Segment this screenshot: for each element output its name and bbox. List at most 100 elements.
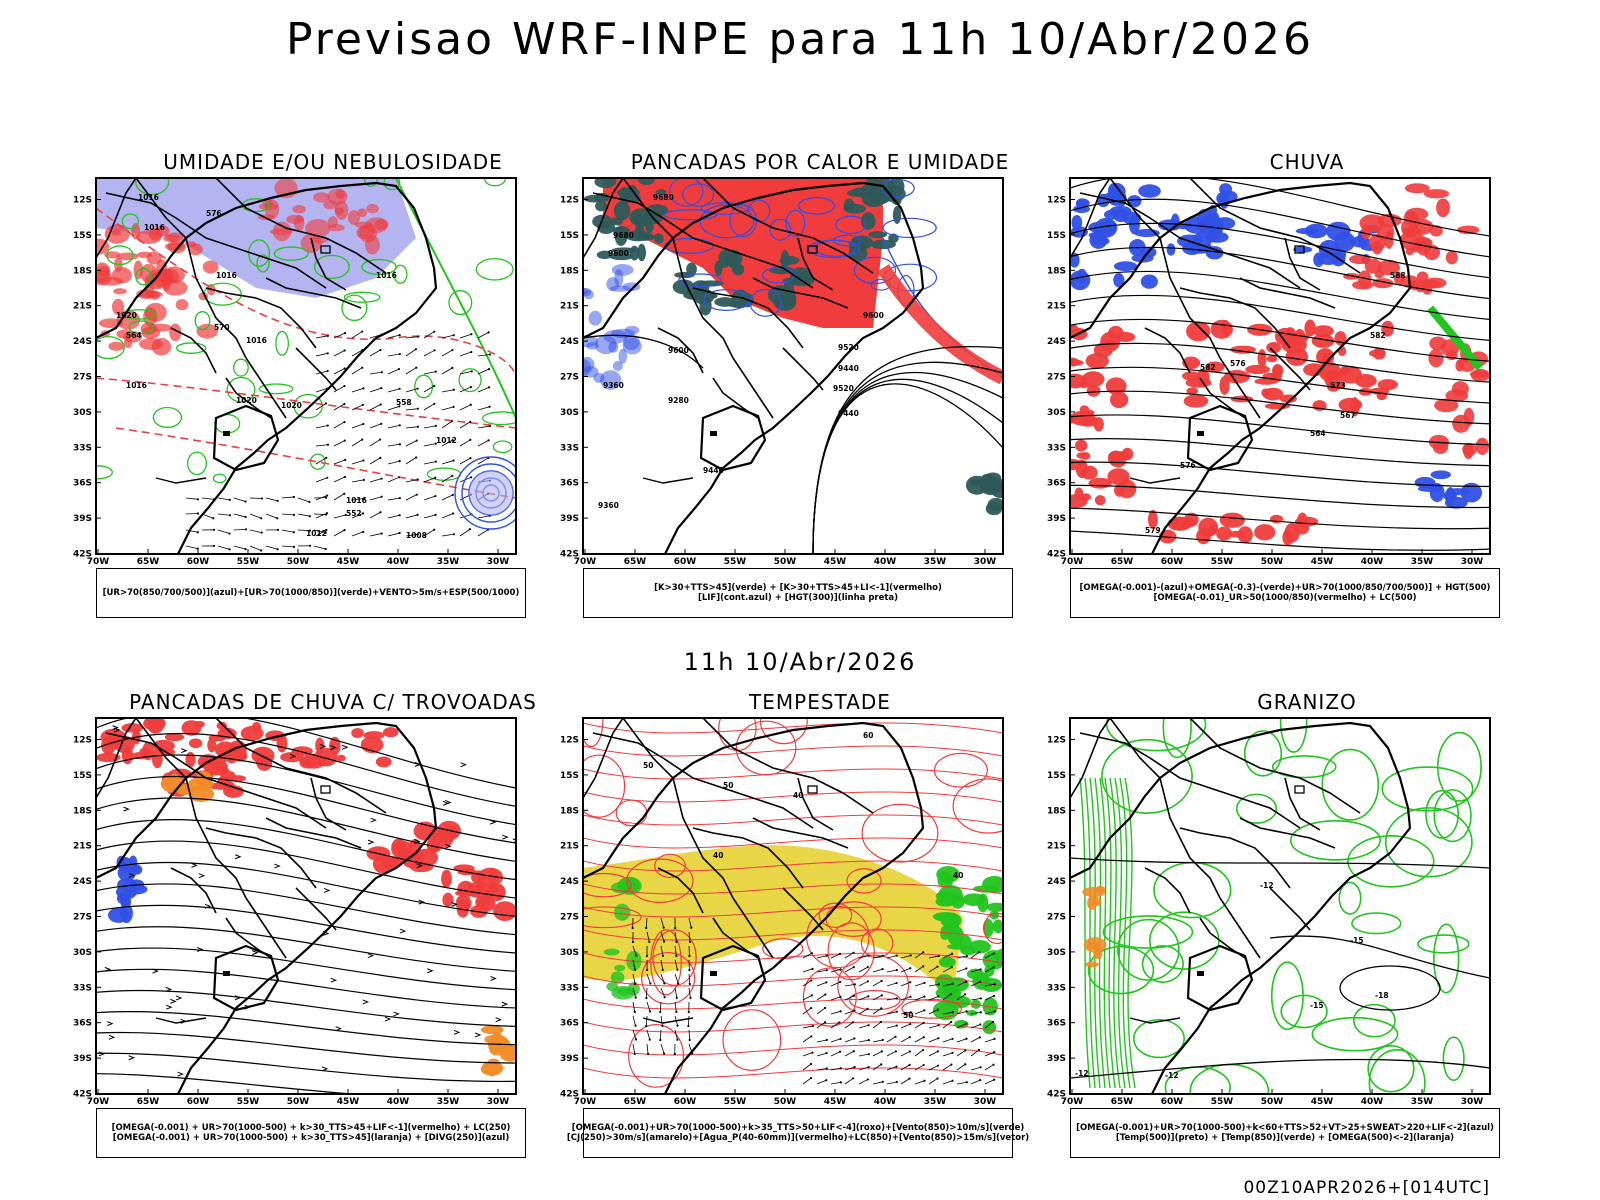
panel-title: PANCADAS POR CALOR E UMIDADE — [630, 150, 1010, 174]
contour-label: 9440 — [838, 364, 859, 373]
lat-tick-label: 39S — [560, 1054, 579, 1064]
lon-tick-label: 70W — [87, 557, 110, 567]
lon-tick-label: 70W — [1061, 557, 1084, 567]
lat-tick-label: 12S — [1047, 196, 1066, 206]
lon-tick-label: 35W — [1411, 557, 1434, 567]
hgt-contours — [583, 334, 1003, 554]
panel-legend: [OMEGA(-0.001)+UR>70(1000-500)+k<60+TTS>… — [1070, 1108, 1500, 1158]
wind-vectors — [631, 917, 694, 1056]
lat-tick-label: 36S — [560, 479, 579, 489]
contour-label: 1016 — [346, 496, 367, 505]
forecast-map: -12 -15 -15 -18 -12 -12 12S 15S 18S 21S 24S 27S 30S 3… — [1047, 717, 1491, 1107]
lat-tick-label: 30S — [73, 408, 92, 418]
lat-tick-label: 12S — [73, 736, 92, 746]
legend-line: [UR>70(850/700/500)](azul)+[UR>70(1000/8… — [102, 588, 520, 598]
lon-tick-label: 55W — [237, 557, 260, 567]
legend-line: [LIF](cont.azul) + [HGT(300)](linha pret… — [697, 593, 899, 603]
rain-red — [1070, 324, 1137, 509]
wind-vectors — [185, 495, 328, 552]
lon-tick-label: 60W — [674, 1097, 697, 1107]
lat-tick-label: 30S — [1047, 948, 1066, 958]
lon-tick-label: 60W — [1161, 557, 1184, 567]
lon-tick-label: 40W — [387, 557, 410, 567]
contour-labels: 9680 9680 9600 9600 9520 9440 9520 9440 9360 9280… — [598, 193, 884, 510]
contour-label: -18 — [1375, 991, 1389, 1000]
lat-tick-label: 30S — [560, 408, 579, 418]
lat-tick-label: 39S — [73, 1054, 92, 1064]
map-panel-5: TEMPESTADE 50 40 50 40 60 40 50 12S 15S 18S 21S 24S 2… — [560, 690, 1065, 1170]
instability-green — [965, 472, 1003, 516]
lon-tick-label: 30W — [974, 557, 997, 567]
map-borders — [96, 178, 438, 554]
contour-labels: 588 582 582 576 573 567 564 576 579 — [1145, 271, 1406, 535]
contour-labels: -12 -15 -15 -18 -12 -12 — [1075, 881, 1389, 1080]
omega-green — [1426, 305, 1484, 371]
map-borders — [1070, 178, 1412, 554]
thickness-dots — [96, 223, 219, 356]
lon-tick-label: 35W — [924, 557, 947, 567]
lon-tick-label: 45W — [337, 557, 360, 567]
panel-title: UMIDADE E/OU NEBULOSIDADE — [163, 150, 503, 174]
map-borders — [583, 178, 925, 554]
lat-tick-label: 24S — [1047, 877, 1066, 887]
lat-tick-label: 12S — [560, 196, 579, 206]
lat-tick-label: 12S — [1047, 736, 1066, 746]
lon-tick-label: 65W — [1111, 1097, 1134, 1107]
omega-orange — [1082, 885, 1107, 968]
panel-legend: [UR>70(850/700/500)](azul)+[UR>70(1000/8… — [96, 568, 526, 618]
lon-tick-label: 65W — [137, 1097, 160, 1107]
contour-label: 564 — [1310, 429, 1326, 438]
lon-tick-label: 65W — [137, 557, 160, 567]
lat-tick-label: 33S — [560, 443, 579, 453]
lat-tick-label: 36S — [73, 1019, 92, 1029]
contour-label: -12 — [1165, 1071, 1179, 1080]
legend-line: [OMEGA(-0.001)+UR>70(1000-500)+k<60+TTS>… — [1076, 1123, 1494, 1133]
map-borders — [583, 718, 925, 1094]
lat-tick-label: 30S — [1047, 408, 1066, 418]
jet-yellow — [583, 845, 963, 998]
lon-tick-label: 35W — [437, 1097, 460, 1107]
lat-tick-label: 18S — [73, 266, 92, 276]
contour-label: -12 — [1260, 881, 1274, 890]
contour-label: 9360 — [598, 501, 619, 510]
contour-label: 1016 — [216, 271, 237, 280]
temp500-black — [1070, 857, 1490, 1079]
contour-label: 576 — [1230, 359, 1246, 368]
streamlines-850 — [583, 722, 1003, 1079]
lat-tick-label: 33S — [1047, 443, 1066, 453]
legend-line: [Temp(500)](preto) + [Temp(850)](verde) … — [1115, 1133, 1455, 1143]
panel-title: TEMPESTADE — [749, 690, 891, 714]
lon-tick-label: 60W — [1161, 1097, 1184, 1107]
lon-tick-label: 55W — [1211, 557, 1234, 567]
contour-label: -12 — [1075, 1069, 1089, 1078]
panel-title: CHUVA — [1269, 150, 1345, 174]
lon-tick-label: 45W — [337, 1097, 360, 1107]
contour-label: 9600 — [608, 249, 629, 258]
lon-tick-label: 45W — [824, 557, 847, 567]
forecast-map: 9680 9680 9600 9600 9520 9440 9520 9440 9360 9280… — [560, 177, 1004, 567]
storm-red — [366, 820, 461, 874]
legend-line: [OMEGA(-0.001)+UR>70(1000-500)+k>35_TTS>… — [571, 1123, 1025, 1133]
contour-label: 570 — [214, 323, 230, 332]
lat-tick-label: 18S — [560, 266, 579, 276]
contour-label: 579 — [1145, 526, 1161, 535]
forecast-map: 50 40 50 40 60 40 50 12S 15S 18S 21S 24S 27S 30S 33S 36… — [560, 717, 1004, 1107]
lon-tick-label: 40W — [874, 1097, 897, 1107]
lat-tick-label: 12S — [560, 736, 579, 746]
contour-label: 9280 — [668, 396, 689, 405]
lon-tick-label: 35W — [924, 1097, 947, 1107]
storm-orange — [160, 770, 215, 802]
contour-label: 40 — [793, 791, 803, 800]
lat-tick-label: 24S — [560, 337, 579, 347]
contour-lines — [96, 718, 516, 1094]
lat-tick-label: 36S — [1047, 1019, 1066, 1029]
lat-tick-label: 36S — [73, 479, 92, 489]
lat-tick-label: 15S — [73, 231, 92, 241]
lat-tick-label: 36S — [1047, 479, 1066, 489]
contour-label: 9600 — [863, 311, 884, 320]
contour-label: 567 — [1340, 411, 1356, 420]
lat-tick-label: 27S — [560, 913, 579, 923]
